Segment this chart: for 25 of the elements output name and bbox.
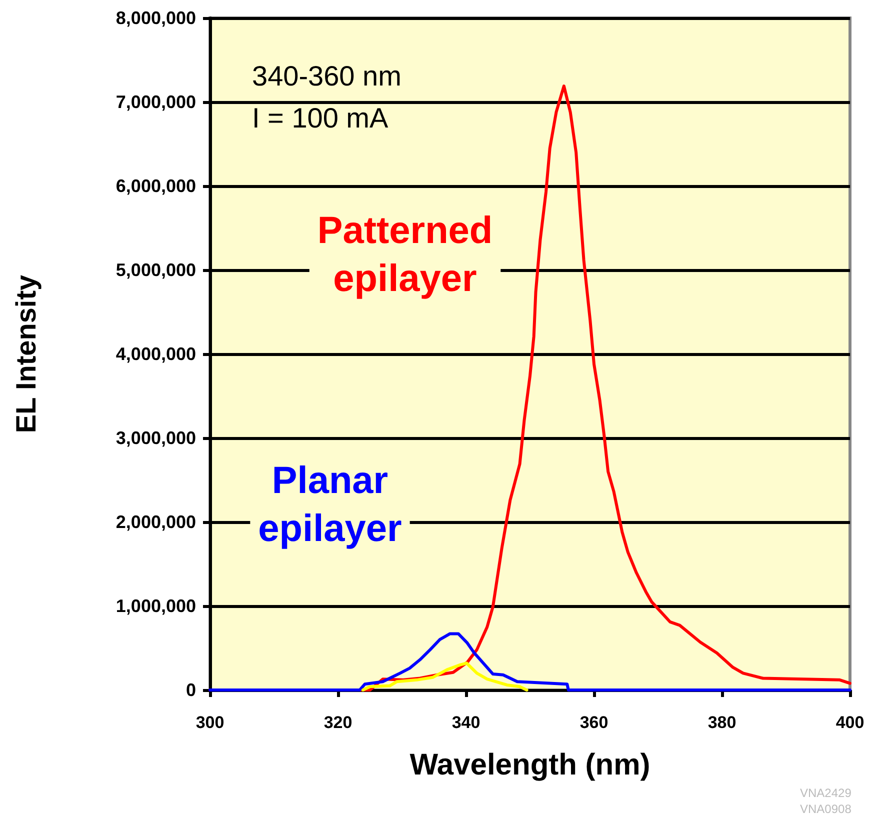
x-axis-title: Wavelength (nm) xyxy=(410,748,650,782)
x-tick-label: 320 xyxy=(324,713,352,732)
text: VNA0908 xyxy=(800,802,852,816)
series-label: Patterned epilayer xyxy=(317,210,493,300)
annotation: I = 100 mA xyxy=(252,102,389,134)
y-tick-label: 1,000,000 xyxy=(116,596,196,616)
y-tick-label: 0 xyxy=(186,680,196,700)
y-tick-label: 8,000,000 xyxy=(116,8,196,28)
x-tick-label: 340 xyxy=(452,713,480,732)
y-tick-label: 2,000,000 xyxy=(116,512,196,532)
text: Planar epilayer xyxy=(258,460,402,550)
x-tick-label: 400 xyxy=(836,713,864,732)
x-tick-label: 380 xyxy=(708,713,736,732)
y-tick-label: 6,000,000 xyxy=(116,176,196,196)
text: VNA2429 xyxy=(800,786,852,800)
y-tick-label: 3,000,000 xyxy=(116,428,196,448)
y-tick-label: 7,000,000 xyxy=(116,92,196,112)
x-tick-label: 360 xyxy=(580,713,608,732)
y-tick-label: 5,000,000 xyxy=(116,260,196,280)
annotation: 340-360 nm xyxy=(252,60,402,92)
line-series xyxy=(208,632,852,692)
line-series xyxy=(361,662,528,692)
y-axis-title: EL Intensity xyxy=(10,274,42,434)
x-tick-label: 300 xyxy=(196,713,224,732)
y-tick-label: 4,000,000 xyxy=(116,344,196,364)
